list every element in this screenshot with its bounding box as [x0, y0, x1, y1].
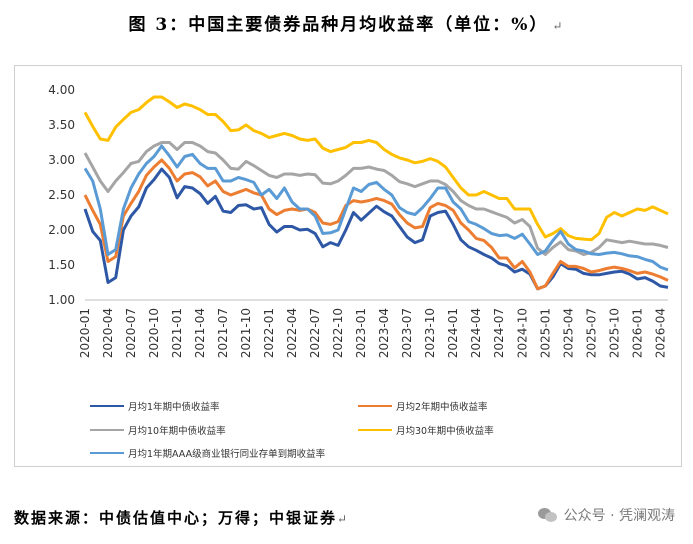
- x-tick-label: 2020-04: [101, 308, 115, 358]
- x-tick-label: 2025-07: [584, 308, 598, 358]
- series-line: [83, 144, 669, 272]
- x-tick-label: 2021-10: [239, 308, 253, 358]
- series-line: [83, 167, 669, 291]
- legend-label: 月均2年期中债收益率: [396, 401, 488, 413]
- y-tick-label: 1.00: [48, 293, 75, 307]
- x-tick-label: 2023-04: [377, 308, 391, 358]
- line-chart: 1.00 1.50 2.00 2.50 3.00 3.50 4.00 2020-01 2020-…: [48, 83, 669, 460]
- x-tick-label: 2026-04: [653, 308, 667, 358]
- x-tick-label: 2021-01: [170, 308, 184, 358]
- chart-title-text: 图 3：中国主要债券品种月均收益率（单位：%）: [128, 15, 549, 35]
- x-tick-label: 2022-07: [308, 308, 322, 358]
- source-return-mark: ↵: [337, 512, 350, 526]
- legend-label: 月均30年期中债收益率: [396, 425, 494, 437]
- x-tick-label: 2024-01: [446, 308, 460, 358]
- x-tick-label: 2024-10: [515, 308, 529, 358]
- return-mark: ↵: [552, 19, 565, 33]
- y-tick-label: 3.00: [48, 153, 75, 167]
- x-tick-label: 2022-01: [262, 308, 276, 358]
- legend-label: 月均1年期中债收益率: [128, 401, 220, 413]
- x-tick-label: 2023-01: [354, 308, 368, 358]
- x-tick-label: 2024-04: [469, 308, 483, 358]
- series-line: [83, 95, 669, 242]
- x-tick-label: 2021-07: [216, 308, 230, 358]
- watermark-text: 公众号 · 凭澜观涛: [563, 508, 675, 524]
- x-tick-label: 2020-01: [78, 308, 92, 358]
- legend-label: 月均1年期AAA级商业银行同业存单到期收益率: [128, 448, 326, 460]
- chart-title: 图 3：中国主要债券品种月均收益率（单位：%） ↵: [0, 10, 693, 35]
- series-line: [83, 141, 669, 256]
- chart-area: 1.00 1.50 2.00 2.50 3.00 3.50 4.00 2020-01 2020-…: [14, 65, 682, 467]
- x-tick-label: 2023-10: [423, 308, 437, 358]
- source-note: 数据来源：中债估值中心；万得；中银证券↵: [14, 507, 349, 528]
- x-tick-label: 2026-01: [630, 308, 644, 358]
- x-tick-label: 2025-01: [538, 308, 552, 358]
- y-tick-label: 2.50: [48, 188, 75, 202]
- x-tick-label: 2022-10: [331, 308, 345, 358]
- y-tick-label: 2.00: [48, 223, 75, 237]
- x-tick-label: 2021-04: [193, 308, 207, 358]
- x-tick-label: 2024-07: [492, 308, 506, 358]
- legend-label: 月均10年期中债收益率: [128, 425, 226, 437]
- x-tick-label: 2020-10: [147, 308, 161, 358]
- series-line: [83, 158, 669, 291]
- source-text: 数据来源：中债估值中心；万得；中银证券: [14, 509, 338, 527]
- y-tick-label: 1.50: [48, 258, 75, 272]
- x-tick-label: 2020-07: [124, 308, 138, 358]
- y-tick-label: 4.00: [48, 83, 75, 97]
- x-tick-label: 2023-07: [400, 308, 414, 358]
- wechat-icon: [537, 507, 558, 523]
- x-tick-label: 2025-04: [561, 308, 575, 358]
- y-tick-label: 3.50: [48, 118, 75, 132]
- x-tick-label: 2022-04: [285, 308, 299, 358]
- x-tick-label: 2025-10: [607, 308, 621, 358]
- watermark: 公众号 · 凭澜观涛: [537, 505, 675, 525]
